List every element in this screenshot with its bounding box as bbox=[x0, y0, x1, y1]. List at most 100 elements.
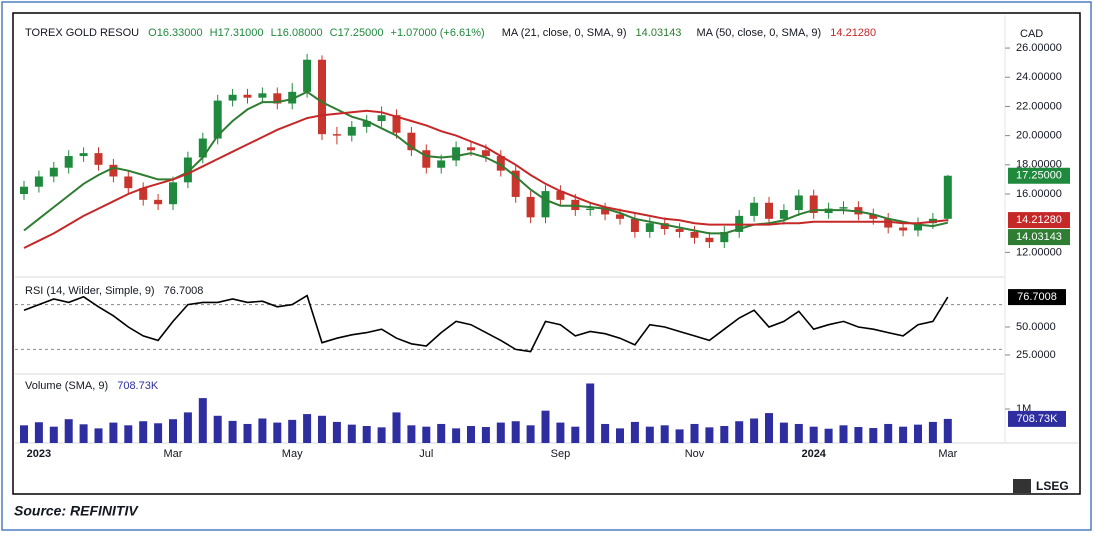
volume-bar bbox=[496, 422, 505, 443]
candle-body bbox=[407, 132, 416, 151]
header: TOREX GOLD RESOU O16.33000 H17.31000 L16… bbox=[25, 27, 876, 39]
value-tag-label: 708.73K bbox=[1017, 413, 1059, 425]
volume-bar bbox=[154, 423, 163, 443]
volume-bar bbox=[809, 426, 818, 443]
volume-bar bbox=[571, 426, 580, 443]
x-tick-label: Mar bbox=[164, 448, 183, 460]
volume-bar bbox=[720, 425, 729, 443]
volume-bar bbox=[794, 423, 803, 443]
volume-bar bbox=[526, 425, 535, 443]
volume-bar bbox=[183, 412, 192, 443]
volume-bar bbox=[839, 425, 848, 443]
volume-bar bbox=[869, 428, 878, 443]
volume-bar bbox=[616, 428, 624, 443]
candle-body bbox=[318, 59, 326, 135]
legend-ma21: MA (21, close, 0, SMA, 9) bbox=[502, 27, 627, 39]
candle-body bbox=[616, 214, 624, 219]
volume-bar bbox=[79, 424, 88, 443]
brand: LSEG bbox=[1036, 479, 1069, 493]
candle-body bbox=[750, 202, 759, 216]
candle-body bbox=[213, 100, 222, 139]
candle-body bbox=[64, 156, 73, 168]
candle-body bbox=[392, 115, 401, 133]
candle-body bbox=[481, 150, 490, 157]
value-tag bbox=[1008, 167, 1070, 184]
candle-body bbox=[943, 175, 952, 219]
legend-ma21-value: 14.03143 bbox=[636, 27, 682, 39]
candle-body bbox=[258, 93, 267, 98]
volume-bar bbox=[928, 421, 937, 443]
volume-bar bbox=[109, 422, 118, 443]
currency: CAD bbox=[1020, 28, 1043, 40]
candle-body bbox=[332, 134, 341, 136]
volume-bar bbox=[854, 427, 863, 443]
volume-legend: Volume (SMA, 9) 708.73K bbox=[25, 380, 159, 392]
volume-bar bbox=[511, 421, 520, 443]
volume-bar bbox=[392, 412, 401, 443]
candle-body bbox=[94, 153, 103, 165]
volume-bar bbox=[586, 383, 595, 443]
volume-bar bbox=[303, 414, 312, 443]
volume-bar bbox=[64, 419, 73, 443]
candle-body bbox=[645, 223, 654, 232]
candle-body bbox=[169, 182, 177, 205]
volume-bar bbox=[705, 427, 714, 443]
candle-body bbox=[109, 164, 118, 177]
volume-bar bbox=[318, 415, 326, 443]
candle-body bbox=[362, 121, 371, 127]
volume-bar bbox=[556, 422, 565, 443]
volume-bar bbox=[362, 425, 371, 443]
value-tag-label: 14.21280 bbox=[1016, 214, 1062, 226]
volume-bar bbox=[124, 425, 133, 443]
candle-body bbox=[839, 207, 848, 209]
volume-bar bbox=[750, 418, 759, 443]
volume-bar bbox=[824, 428, 833, 443]
candle-body bbox=[690, 231, 699, 238]
candle-body bbox=[139, 188, 148, 200]
candle-body bbox=[243, 94, 252, 98]
x-tick-label: 2023 bbox=[27, 448, 51, 460]
value-tag bbox=[1008, 212, 1070, 229]
x-tick-label: Jul bbox=[419, 448, 433, 460]
value-tag bbox=[1008, 289, 1066, 306]
volume-bar bbox=[899, 426, 908, 443]
volume-bar bbox=[139, 421, 148, 443]
y-tick-label: 22.00000 bbox=[1016, 100, 1062, 112]
volume-bar bbox=[49, 426, 58, 443]
y-tick-label: 26.00000 bbox=[1016, 42, 1062, 54]
candle-body bbox=[556, 191, 565, 200]
volume-value: 708.73K bbox=[117, 380, 159, 392]
volume-bar bbox=[347, 424, 356, 443]
y-tick-label: 18.00000 bbox=[1016, 159, 1062, 171]
volume-bar bbox=[243, 423, 252, 443]
volume-bar bbox=[630, 421, 639, 443]
rsi-legend: RSI (14, Wilder, Simple, 9) 76.7008 bbox=[25, 285, 203, 297]
x-tick-label: May bbox=[282, 448, 303, 460]
volume-bar bbox=[228, 420, 237, 443]
candle-body bbox=[183, 157, 192, 183]
candle-body bbox=[779, 210, 788, 219]
candle-body bbox=[809, 195, 818, 213]
change-label: +1.07000 (+6.61%) bbox=[391, 27, 485, 39]
logo-icon bbox=[1013, 479, 1031, 493]
candle-body bbox=[79, 153, 88, 157]
candle-body bbox=[884, 218, 893, 228]
candle-body bbox=[869, 214, 878, 219]
candle-body bbox=[586, 208, 595, 211]
x-tick-label: Sep bbox=[551, 448, 571, 460]
candle-body bbox=[20, 186, 28, 195]
volume-bar bbox=[20, 425, 28, 443]
rsi-name: RSI (14, Wilder, Simple, 9) bbox=[25, 285, 155, 297]
volume-bar bbox=[660, 425, 669, 443]
candle-body bbox=[124, 176, 133, 189]
volume-bar bbox=[34, 422, 43, 443]
volume-bar bbox=[467, 425, 475, 443]
legend-ma50: MA (50, close, 0, SMA, 9) bbox=[697, 27, 822, 39]
candle-body bbox=[422, 150, 431, 168]
volume-bar bbox=[735, 421, 744, 443]
volume-bar bbox=[541, 410, 550, 443]
candle-body bbox=[377, 115, 386, 122]
volume-bar bbox=[377, 427, 386, 443]
